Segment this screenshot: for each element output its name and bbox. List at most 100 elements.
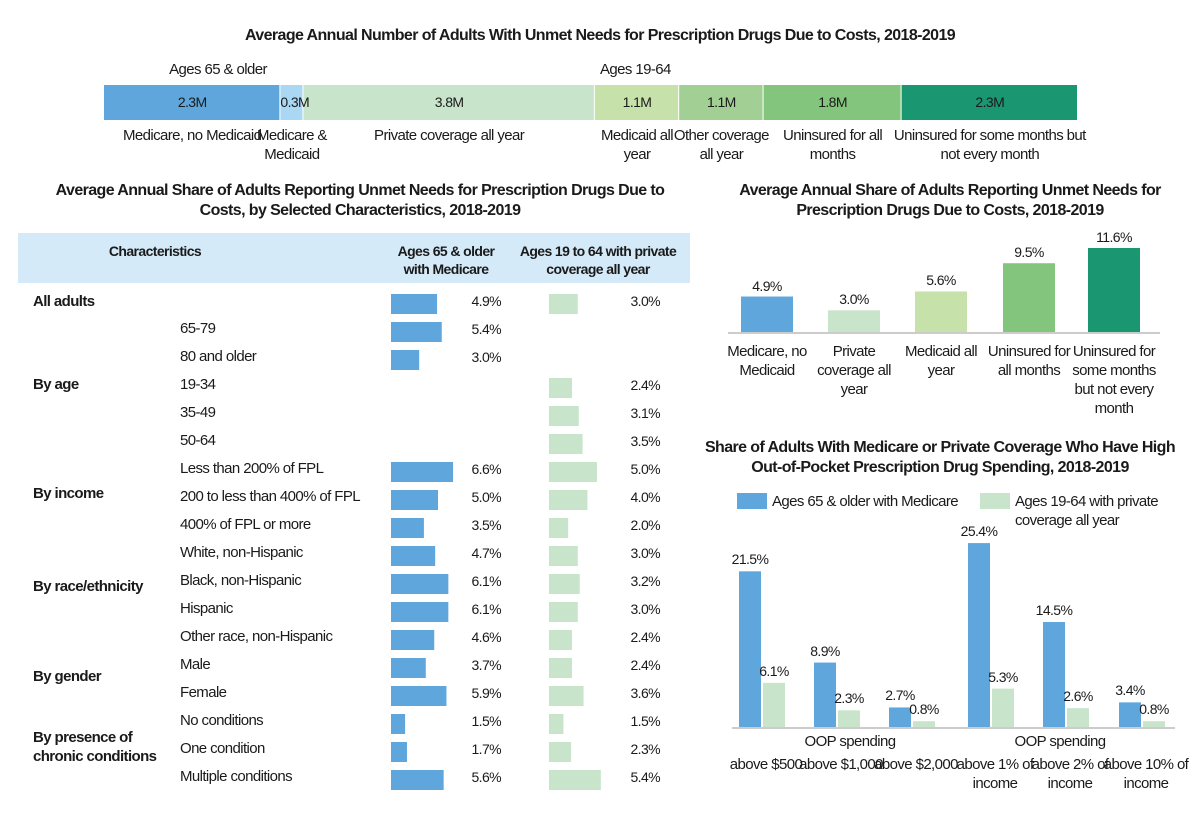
private-value: 3.1% <box>630 405 660 421</box>
group-label: All adults <box>33 293 95 310</box>
medicare-oop-bar <box>968 543 990 727</box>
medicare-value: 4.9% <box>471 293 501 309</box>
medicare-bar <box>391 490 438 510</box>
chart1-title: Average Annual Number of Adults With Unm… <box>244 27 956 44</box>
medicare-bar <box>391 518 424 538</box>
medicare-value: 3.5% <box>471 517 501 533</box>
stacked-segment <box>104 85 280 120</box>
oop-value-label: 21.5% <box>731 551 769 568</box>
row-label: Less than 200% of FPL <box>180 460 324 477</box>
oop-value-label: 5.3% <box>988 668 1018 685</box>
medicare-value: 5.9% <box>471 685 501 701</box>
medicare-value: 4.7% <box>471 545 501 561</box>
private-value: 2.4% <box>630 377 660 393</box>
segment-value-label: 1.8M <box>818 94 847 110</box>
share-bar <box>741 296 793 332</box>
medicare-bar <box>391 658 426 678</box>
medicare-bar <box>391 602 449 622</box>
share-value-label: 3.0% <box>839 291 869 308</box>
stacked-segment <box>763 85 901 120</box>
stacked-segment <box>303 85 594 120</box>
oop-value-label: 3.4% <box>1115 682 1145 699</box>
share-bar <box>828 310 880 332</box>
oop-value-label: 25.4% <box>960 523 998 540</box>
oop-category-label: above 10% of income <box>1103 756 1189 792</box>
private-bar <box>549 518 569 538</box>
medicare-oop-bar <box>889 707 911 727</box>
private-value: 2.0% <box>630 517 660 533</box>
medicare-bar <box>391 294 438 314</box>
legend-label-medicare: Ages 65 & older with Medicare <box>772 493 959 510</box>
row-label: Black, non-Hispanic <box>180 572 302 589</box>
row-label: 50-64 <box>180 432 216 449</box>
col-header-medicare: Ages 65 & older with Medicare <box>397 243 495 277</box>
oop-value-label: 2.3% <box>834 690 864 707</box>
share-category-label: Uninsured for some months but not every … <box>1072 343 1156 417</box>
oop-value-label: 14.5% <box>1035 602 1073 619</box>
oop-value-label: 2.6% <box>1063 688 1093 705</box>
private-bar <box>549 406 579 426</box>
group-label: By presence of chronic conditions <box>33 729 157 765</box>
row-label: No conditions <box>180 712 264 729</box>
chart4-title: Share of Adults With Medicare or Private… <box>704 439 1176 476</box>
private-bar <box>549 294 578 314</box>
share-value-label: 9.5% <box>1014 244 1044 261</box>
share-category-label: Medicare, no Medicaid <box>727 343 807 379</box>
private-value: 1.5% <box>630 713 660 729</box>
share-category-label: Uninsured for all months <box>987 343 1071 379</box>
medicare-value: 6.1% <box>471 601 501 617</box>
private-bar <box>549 602 578 622</box>
group-label: By income <box>33 485 104 502</box>
private-oop-bar <box>1067 708 1089 727</box>
row-label: 80 and older <box>180 348 257 365</box>
group-label-oop-income: OOP spending <box>1014 733 1107 750</box>
segment-category-label: Private coverage all year <box>374 127 525 144</box>
private-bar <box>549 434 583 454</box>
private-value: 2.4% <box>630 657 660 673</box>
medicare-bar <box>391 462 454 482</box>
share-value-label: 4.9% <box>752 277 782 294</box>
col-header-private: Ages 19 to 64 with private coverage all … <box>519 243 677 277</box>
share-bar <box>1088 248 1140 332</box>
oop-value-label: 0.8% <box>1139 701 1169 718</box>
oop-category-label: above $500 <box>729 756 803 773</box>
private-value: 3.0% <box>630 293 660 309</box>
row-label: Hispanic <box>180 600 233 617</box>
private-value: 3.2% <box>630 573 660 589</box>
medicare-value: 3.7% <box>471 657 501 673</box>
medicare-oop-bar <box>1119 702 1141 727</box>
private-bar <box>549 574 580 594</box>
segment-category-label: Other coverage all year <box>673 127 770 163</box>
private-bar <box>549 742 572 762</box>
private-oop-bar <box>913 721 935 727</box>
oop-value-label: 0.8% <box>909 701 939 718</box>
oop-category-label: above $2,000 <box>874 756 958 773</box>
private-bar <box>549 714 564 734</box>
medicare-bar <box>391 574 449 594</box>
medicare-bar <box>391 546 436 566</box>
chart3-title: Average Annual Share of Adults Reporting… <box>739 182 1161 219</box>
segment-category-label: Uninsured for all months <box>783 127 883 163</box>
private-value: 3.0% <box>630 545 660 561</box>
medicare-bar <box>391 322 442 342</box>
row-label: Other race, non-Hispanic <box>180 628 333 645</box>
segment-category-label: Medicare, no Medicaid <box>123 127 262 144</box>
row-label: White, non-Hispanic <box>180 544 303 561</box>
medicare-oop-bar <box>739 571 761 727</box>
medicare-oop-bar <box>814 662 836 727</box>
segment-value-label: 0.3M <box>280 94 310 110</box>
oop-category-label: above $1,000 <box>799 756 883 773</box>
row-label: Female <box>180 684 227 701</box>
share-value-label: 5.6% <box>926 272 956 289</box>
medicare-value: 1.7% <box>471 741 501 757</box>
segment-value-label: 1.1M <box>622 94 652 110</box>
private-bar <box>549 658 573 678</box>
segment-value-label: 1.1M <box>707 94 736 110</box>
stacked-segment <box>594 85 679 120</box>
table-header <box>18 233 690 283</box>
medicare-bar <box>391 686 447 706</box>
share-category-label: Medicaid all year <box>904 343 978 379</box>
legend-swatch-medicare <box>737 493 767 509</box>
medicare-value: 6.1% <box>471 573 501 589</box>
